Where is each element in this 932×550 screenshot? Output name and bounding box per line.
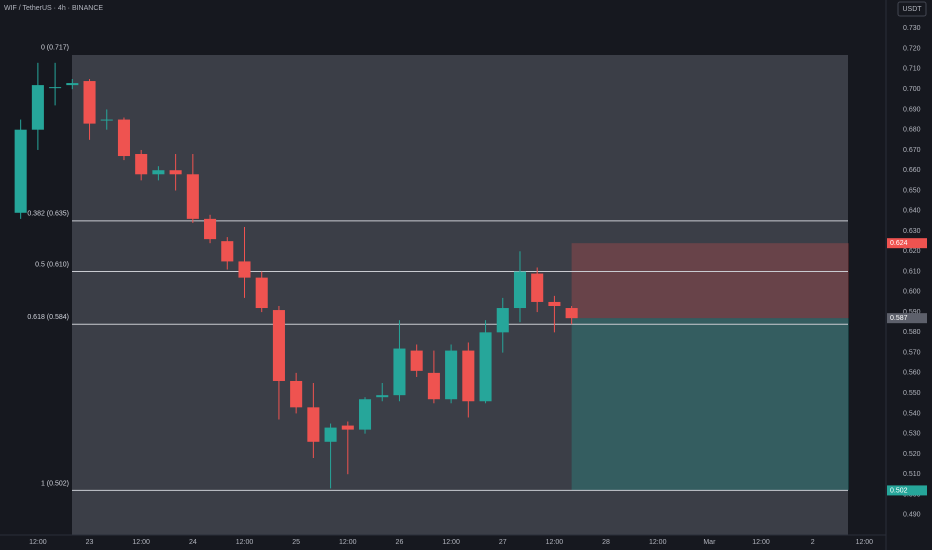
fib-label: 0.382 (0.635) bbox=[27, 211, 69, 218]
y-tick-label: 0.700 bbox=[903, 86, 921, 93]
x-tick-label: 12:00 bbox=[29, 539, 47, 546]
x-tick-label: Mar bbox=[703, 539, 716, 546]
candle-body bbox=[66, 83, 79, 86]
y-tick-label: 0.510 bbox=[903, 471, 921, 478]
candle-body bbox=[169, 170, 182, 175]
candle-body bbox=[272, 310, 285, 381]
candle-body bbox=[531, 273, 544, 302]
y-tick-label: 0.720 bbox=[903, 45, 921, 52]
candle-body bbox=[100, 119, 113, 121]
y-tick-label: 0.550 bbox=[903, 390, 921, 397]
y-tick-label: 0.630 bbox=[903, 228, 921, 235]
price-tag-label: 0.587 bbox=[890, 315, 908, 322]
fib-zone bbox=[72, 55, 848, 535]
x-tick-label: 12:00 bbox=[856, 539, 874, 546]
candle-body bbox=[255, 277, 268, 309]
y-tick-label: 0.670 bbox=[903, 147, 921, 154]
y-tick-label: 0.580 bbox=[903, 329, 921, 336]
x-tick-label: 25 bbox=[292, 539, 300, 546]
y-tick-label: 0.660 bbox=[903, 167, 921, 174]
y-tick-label: 0.680 bbox=[903, 127, 921, 134]
y-tick-label: 0.730 bbox=[903, 25, 921, 32]
y-tick-label: 0.610 bbox=[903, 268, 921, 275]
price-tag-label: 0.624 bbox=[890, 240, 908, 247]
candle-body bbox=[83, 81, 96, 124]
price-tag bbox=[887, 313, 927, 324]
candle-body bbox=[462, 350, 475, 402]
candle-body bbox=[445, 350, 458, 400]
candle-body bbox=[376, 395, 389, 398]
x-tick-label: 23 bbox=[86, 539, 94, 546]
candle-body bbox=[358, 399, 372, 430]
x-tick-label: 12:00 bbox=[442, 539, 460, 546]
x-tick-label: 12:00 bbox=[649, 539, 667, 546]
candle-body bbox=[186, 174, 199, 219]
plot: 0 (0.717) 0.382 (0.635) 0.5 (0.610) 0.618 (… bbox=[14, 25, 921, 546]
candle-body bbox=[565, 308, 578, 319]
y-tick-label: 0.540 bbox=[903, 410, 921, 417]
candle-body bbox=[221, 241, 234, 262]
fib-label: 0.618 (0.584) bbox=[27, 314, 69, 321]
y-tick-label: 0.640 bbox=[903, 208, 921, 215]
candle-body bbox=[307, 407, 320, 442]
x-tick-label: 12:00 bbox=[132, 539, 150, 546]
y-tick-label: 0.520 bbox=[903, 451, 921, 458]
candle-body bbox=[14, 129, 27, 213]
target-zone bbox=[571, 318, 849, 491]
fib-label: 0.5 (0.610) bbox=[35, 261, 69, 268]
price-tag bbox=[887, 238, 927, 249]
y-tick-label: 0.570 bbox=[903, 349, 921, 356]
x-tick-label: 12:00 bbox=[339, 539, 357, 546]
candle-body bbox=[427, 372, 440, 400]
x-tick-label: 26 bbox=[396, 539, 404, 546]
x-tick-label: 27 bbox=[499, 539, 507, 546]
x-tick-label: 12:00 bbox=[546, 539, 564, 546]
stop-zone bbox=[571, 243, 849, 319]
candle-body bbox=[513, 271, 527, 309]
chart-title: WIF / TetherUS · 4h · BINANCE bbox=[4, 5, 103, 12]
y-tick-label: 0.600 bbox=[903, 289, 921, 296]
x-tick-label: 2 bbox=[811, 539, 815, 546]
x-tick-label: 12:00 bbox=[752, 539, 770, 546]
x-tick-label: 24 bbox=[189, 539, 197, 546]
currency: USDT bbox=[902, 6, 922, 13]
candle-body bbox=[135, 154, 148, 175]
candle-body bbox=[238, 261, 251, 278]
y-tick-label: 0.690 bbox=[903, 106, 921, 113]
currency-box bbox=[897, 1, 927, 17]
y-tick-label: 0.710 bbox=[903, 66, 921, 73]
candle-body bbox=[204, 218, 217, 240]
x-tick-label: 12:00 bbox=[236, 539, 254, 546]
candle-body bbox=[49, 87, 62, 89]
y-tick-label: 0.590 bbox=[903, 309, 921, 316]
candle-body bbox=[117, 119, 130, 157]
candle-body bbox=[479, 332, 492, 402]
fib-label: 0 (0.717) bbox=[41, 45, 69, 52]
candle-body bbox=[324, 427, 337, 442]
candle-body bbox=[290, 380, 303, 408]
x-tick-label: 28 bbox=[602, 539, 610, 546]
fib-label: 1 (0.502) bbox=[41, 480, 69, 487]
y-tick-label: 0.530 bbox=[903, 431, 921, 438]
candle-body bbox=[152, 170, 165, 175]
candle-body bbox=[31, 85, 44, 130]
y-tick-label: 0.560 bbox=[903, 370, 921, 377]
price-tag-label: 0.502 bbox=[890, 487, 908, 494]
y-tick-label: 0.650 bbox=[903, 187, 921, 194]
candle-body bbox=[341, 425, 354, 430]
price-tag bbox=[887, 485, 927, 496]
candle-body bbox=[548, 301, 561, 307]
y-tick-label: 0.620 bbox=[903, 248, 921, 255]
candle-body bbox=[496, 308, 509, 333]
candle-body bbox=[410, 350, 423, 371]
y-tick-label: 0.490 bbox=[903, 512, 921, 519]
candle-body bbox=[393, 348, 406, 396]
